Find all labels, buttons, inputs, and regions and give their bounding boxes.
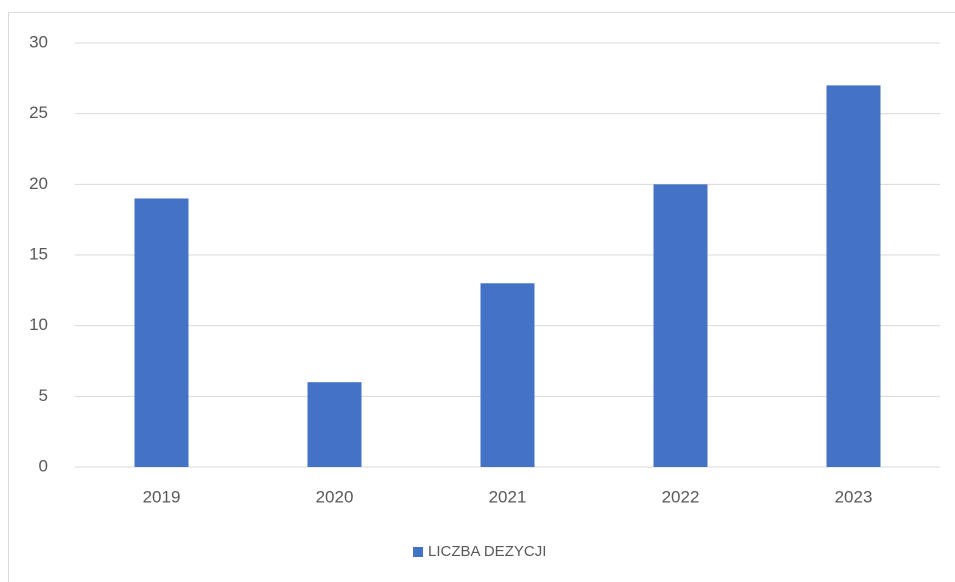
y-tick-label: 30: [29, 32, 48, 51]
legend-label: LICZBA DEZYCJI: [428, 543, 546, 560]
y-tick-label: 5: [39, 386, 48, 405]
bar: [134, 198, 189, 467]
bar: [307, 382, 362, 467]
bar: [653, 184, 708, 468]
x-tick-label: 2021: [489, 487, 527, 506]
bar: [480, 283, 535, 467]
x-tick-label: 2022: [662, 487, 700, 506]
y-tick-label: 15: [29, 244, 48, 263]
y-tick-label: 10: [29, 315, 48, 334]
y-tick-label: 20: [29, 174, 48, 193]
bar: [826, 85, 881, 468]
x-tick-label: 2020: [316, 487, 354, 506]
legend-swatch: [413, 547, 423, 557]
y-tick-label: 0: [39, 456, 48, 475]
y-tick-label: 25: [29, 103, 48, 122]
x-tick-label: 2023: [835, 487, 873, 506]
x-tick-label: 2019: [143, 487, 181, 506]
